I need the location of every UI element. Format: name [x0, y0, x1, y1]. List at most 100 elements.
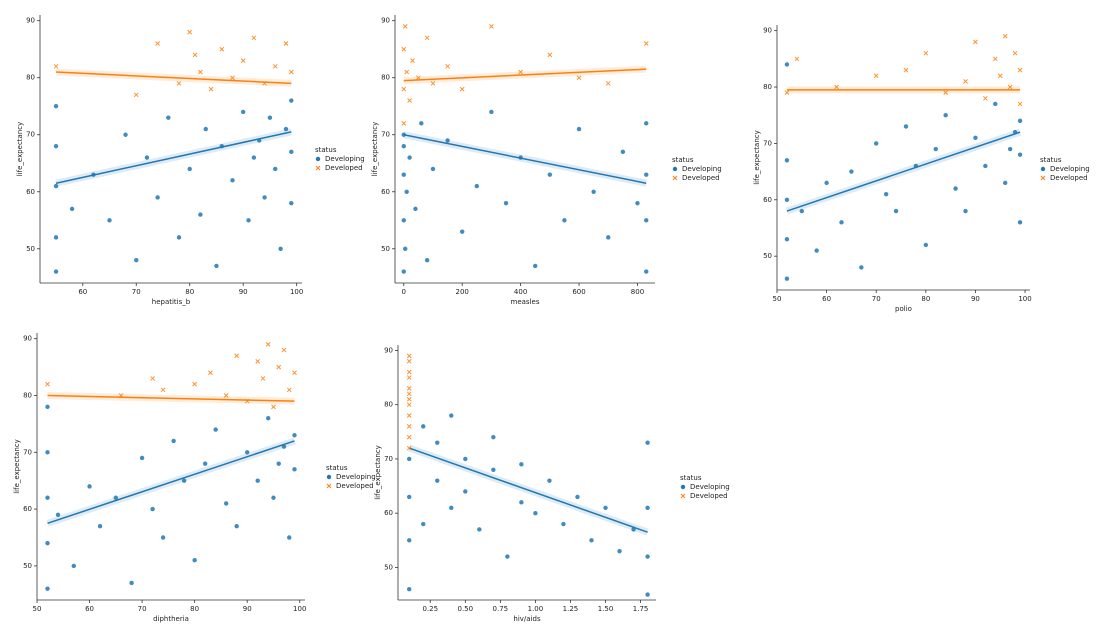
point — [839, 220, 844, 225]
point — [477, 527, 482, 532]
point — [286, 387, 292, 393]
point — [533, 510, 538, 516]
point — [1002, 33, 1008, 39]
point — [449, 505, 454, 510]
point — [445, 63, 450, 69]
point — [953, 186, 958, 191]
point — [943, 90, 949, 96]
point — [202, 461, 208, 466]
point — [407, 98, 412, 103]
point — [576, 126, 582, 132]
point — [208, 370, 213, 376]
point — [973, 39, 978, 45]
point — [203, 126, 208, 132]
x-tick-label: 90 — [239, 288, 248, 296]
point — [406, 445, 412, 451]
point — [430, 81, 436, 86]
y-tick-label: 50 — [763, 252, 772, 260]
y-tick-label: 70 — [23, 448, 32, 456]
point — [87, 484, 92, 489]
point — [160, 535, 166, 540]
x-tick-label: 60 — [822, 295, 831, 303]
point — [404, 189, 409, 194]
x-tick-label: 60 — [85, 605, 94, 613]
legend-marker — [680, 493, 686, 499]
point — [181, 478, 187, 483]
x-tick-label: 50 — [773, 295, 782, 303]
point — [403, 246, 408, 251]
point — [230, 75, 235, 81]
point — [982, 95, 988, 101]
point — [271, 495, 276, 500]
point — [406, 434, 412, 440]
point — [176, 81, 182, 86]
point — [281, 347, 287, 353]
point — [849, 169, 854, 174]
point — [45, 495, 50, 500]
point — [53, 143, 59, 149]
point — [272, 63, 278, 69]
point — [271, 404, 276, 410]
point — [606, 235, 611, 240]
trend-line — [403, 134, 647, 184]
point — [644, 172, 649, 177]
x-axis-label: diphtheria — [153, 615, 189, 623]
y-axis-label: life_expectancy — [13, 439, 21, 494]
point — [406, 413, 412, 418]
trend-line — [408, 447, 648, 533]
y-tick-label: 80 — [381, 74, 390, 82]
point — [518, 69, 523, 75]
point — [519, 462, 524, 467]
point — [963, 208, 968, 214]
legend-title: status — [1040, 156, 1062, 164]
point — [155, 41, 160, 46]
point — [192, 558, 197, 563]
point — [246, 218, 251, 223]
point — [187, 29, 193, 35]
point — [292, 433, 297, 438]
legend-title: status — [672, 156, 694, 164]
point — [198, 69, 203, 75]
x-axis-label: hiv/aids — [513, 615, 541, 623]
point — [645, 505, 650, 510]
y-tick-label: 70 — [26, 131, 35, 139]
point — [903, 67, 909, 73]
point — [292, 467, 297, 472]
point — [1017, 67, 1023, 73]
y-tick-label: 60 — [384, 509, 393, 517]
point — [276, 461, 281, 466]
point — [644, 218, 649, 223]
y-tick-label: 90 — [763, 27, 772, 35]
trend-line — [56, 71, 292, 85]
point — [923, 50, 929, 56]
legend-label: Developing — [1050, 165, 1090, 173]
x-tick-label: 100 — [290, 288, 303, 296]
y-axis-label: life_expectancy — [753, 130, 761, 185]
point — [407, 456, 412, 462]
point — [603, 505, 608, 510]
point — [589, 538, 594, 543]
point — [943, 113, 948, 118]
legend-title: status — [680, 474, 702, 482]
x-axis-label: polio — [895, 305, 912, 313]
point — [410, 58, 415, 63]
y-tick-label: 70 — [381, 131, 390, 139]
point — [576, 75, 582, 81]
point — [230, 178, 235, 183]
point — [449, 413, 454, 418]
point — [260, 376, 266, 381]
subplot: 50 60 70 80 90 100 50 60 70 80 90 polio life_expecta… — [753, 25, 1090, 313]
point — [289, 149, 294, 155]
point — [814, 248, 819, 253]
point — [575, 494, 580, 500]
point — [459, 229, 465, 234]
point — [406, 353, 412, 359]
point — [591, 189, 596, 194]
x-axis-label: hepatitis_b — [152, 298, 191, 306]
legend-title: status — [315, 146, 337, 154]
point — [407, 155, 412, 160]
y-tick-label: 90 — [381, 17, 390, 25]
x-tick-label: 50 — [33, 605, 42, 613]
y-tick-label: 90 — [384, 346, 393, 354]
legend-label: Developed — [1050, 174, 1088, 182]
